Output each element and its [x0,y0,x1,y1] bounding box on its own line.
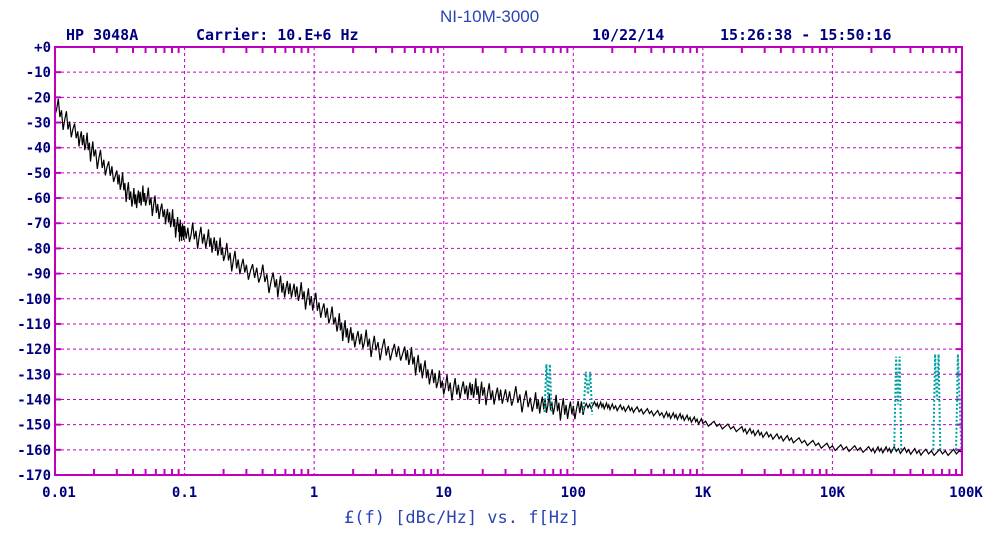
header-date: 10/22/14 [592,26,665,44]
y-tick-label: -30 [26,116,51,132]
y-tick-label: -110 [17,317,51,333]
x-tick-label: 1K [694,485,711,501]
y-tick-label: -40 [26,141,51,157]
chart-grid [55,46,962,476]
y-tick-label: -10 [26,65,51,81]
y-tick-label: -100 [17,292,51,308]
x-axis-label: £(f) [dBc/Hz] vs. f[Hz] [344,508,580,528]
y-tick-label: -70 [26,216,51,232]
y-tick-label: -150 [17,418,51,434]
chart-tick-labels: 0.01 0.1 1 10 100 1K 10K 100K +0 -10 -20 -30 -40 -50 -… [17,40,983,501]
y-tick-label: -160 [17,443,51,459]
y-tick-label: -90 [26,267,51,283]
header-instrument: HP 3048A [66,26,139,44]
spur-trace [932,354,942,450]
x-tick-label: 1 [310,485,318,501]
x-tick-label: 10K [820,485,846,501]
y-tick-label: -130 [17,367,51,383]
y-tick-label: -20 [26,90,51,106]
x-tick-label: 100K [949,485,983,501]
y-tick-label: -170 [17,468,51,484]
header-carrier: Carrier: 10.E+6 Hz [196,26,359,44]
y-tick-label: -120 [17,342,51,358]
y-tick-label: +0 [34,40,51,56]
x-tick-label: 0.01 [42,485,76,501]
chart-frame [54,46,963,476]
spur-trace [582,371,594,415]
header-time-range: 15:26:38 - 15:50:16 [720,26,892,44]
x-tick-label: 100 [561,485,586,501]
x-tick-label: 0.1 [172,485,197,501]
chart-traces [54,98,963,457]
spur-trace [955,354,963,450]
y-tick-label: -140 [17,392,51,408]
spur-trace [893,356,903,450]
chart-title: NI-10M-3000 [440,7,540,26]
y-tick-label: -80 [26,241,51,257]
x-tick-label: 10 [435,485,452,501]
y-tick-label: -50 [26,166,51,182]
y-tick-label: -60 [26,191,51,207]
noise-trace [54,98,963,457]
